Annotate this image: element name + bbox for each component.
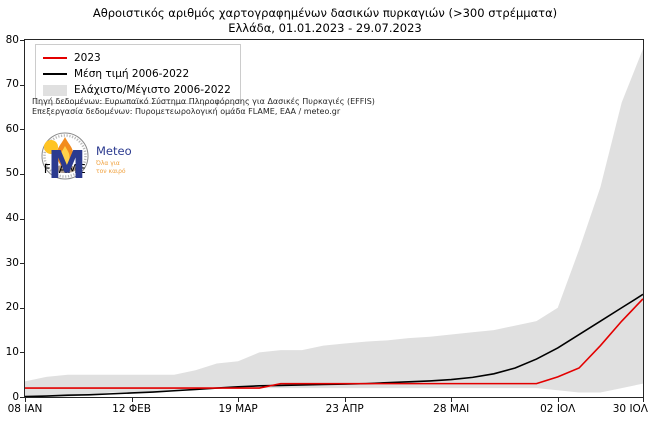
x-tick-mark xyxy=(131,398,133,402)
y-tick-mark xyxy=(20,173,24,175)
flame-logo: FLAME xyxy=(41,132,89,180)
flame-logo-label: FLAME xyxy=(44,162,87,176)
legend-line-swatch-mean xyxy=(43,73,67,75)
legend: 2023 Μέση τιμή 2006-2022 Ελάχιστο/Μέγιστ… xyxy=(35,44,241,104)
x-tick-label: 08 ΙΑΝ xyxy=(7,403,43,415)
chart-title-line1: Αθροιστικός αριθμός χαρτογραφημένων δασι… xyxy=(92,6,558,20)
y-tick-label: 80 xyxy=(5,33,19,46)
meteo-tagline-line1: Όλα για xyxy=(95,160,120,167)
plot-area: 2023 Μέση τιμή 2006-2022 Ελάχιστο/Μέγιστ… xyxy=(24,39,644,398)
x-tick-label: 02 ΙΟΛ xyxy=(540,403,576,415)
line-2023 xyxy=(25,298,643,389)
legend-label: 2023 xyxy=(74,52,101,64)
y-tick-label: 30 xyxy=(5,256,19,269)
x-tick-mark xyxy=(643,398,644,402)
y-tick-label: 10 xyxy=(5,345,19,358)
y-tick-label: 50 xyxy=(5,167,19,180)
y-tick-mark xyxy=(20,352,24,354)
x-tick-label: 30 ΙΟΛ xyxy=(612,403,648,415)
x-tick-mark xyxy=(25,398,26,402)
meteo-sun-icon xyxy=(44,140,58,154)
x-tick-mark xyxy=(451,398,453,402)
y-tick-label: 40 xyxy=(5,212,19,224)
x-tick-mark xyxy=(557,398,559,402)
y-tick-label: 70 xyxy=(5,78,19,91)
x-tick-label: 23 ΑΠΡ xyxy=(325,403,364,415)
legend-item-2023: 2023 xyxy=(43,50,231,66)
data-source-note: Πηγή δεδομένων: Ευρωπαϊκό Σύστημα Πληροφ… xyxy=(32,97,375,116)
y-tick-mark xyxy=(20,129,24,131)
y-tick-mark xyxy=(20,263,24,265)
x-tick-mark xyxy=(238,398,240,402)
meteo-m-icon: M xyxy=(48,143,86,184)
chart-title-line2: Ελλάδα, 01.01.2023 - 29.07.2023 xyxy=(228,21,422,35)
x-tick-mark xyxy=(344,398,346,402)
legend-label: Μέση τιμή 2006-2022 xyxy=(74,68,190,80)
meteo-tagline-line2: τον καιρό xyxy=(96,168,126,175)
legend-patch-swatch-minmax xyxy=(43,84,67,96)
meteo-logo: M Meteo Όλα για τον καιρό xyxy=(44,140,132,184)
y-tick-mark xyxy=(20,218,24,220)
y-tick-label: 20 xyxy=(5,301,19,314)
y-tick-mark xyxy=(20,307,24,309)
x-tick-label: 12 ΦΕΒ xyxy=(112,403,151,415)
y-tick-label: 60 xyxy=(5,122,19,135)
y-tick-mark xyxy=(20,397,24,398)
source-line2: Επεξεργασία δεδομένων: Πυρομετεωρολογική… xyxy=(32,106,341,116)
legend-item-mean: Μέση τιμή 2006-2022 xyxy=(43,66,231,82)
y-tick-mark xyxy=(20,40,24,41)
chart-canvas xyxy=(25,48,643,397)
band-minmax xyxy=(25,48,643,397)
x-tick-label: 28 ΜΑΙ xyxy=(433,403,470,415)
x-tick-label: 19 ΜΑΡ xyxy=(218,403,258,415)
meteo-wordmark: Meteo xyxy=(96,144,132,158)
legend-item-minmax: Ελάχιστο/Μέγιστο 2006-2022 xyxy=(43,82,231,98)
y-tick-label: 0 xyxy=(12,390,19,403)
source-line1: Πηγή δεδομένων: Ευρωπαϊκό Σύστημα Πληροφ… xyxy=(32,97,375,106)
legend-label: Ελάχιστο/Μέγιστο 2006-2022 xyxy=(74,84,231,96)
y-tick-mark xyxy=(20,84,24,86)
legend-line-swatch-2023 xyxy=(43,57,67,59)
